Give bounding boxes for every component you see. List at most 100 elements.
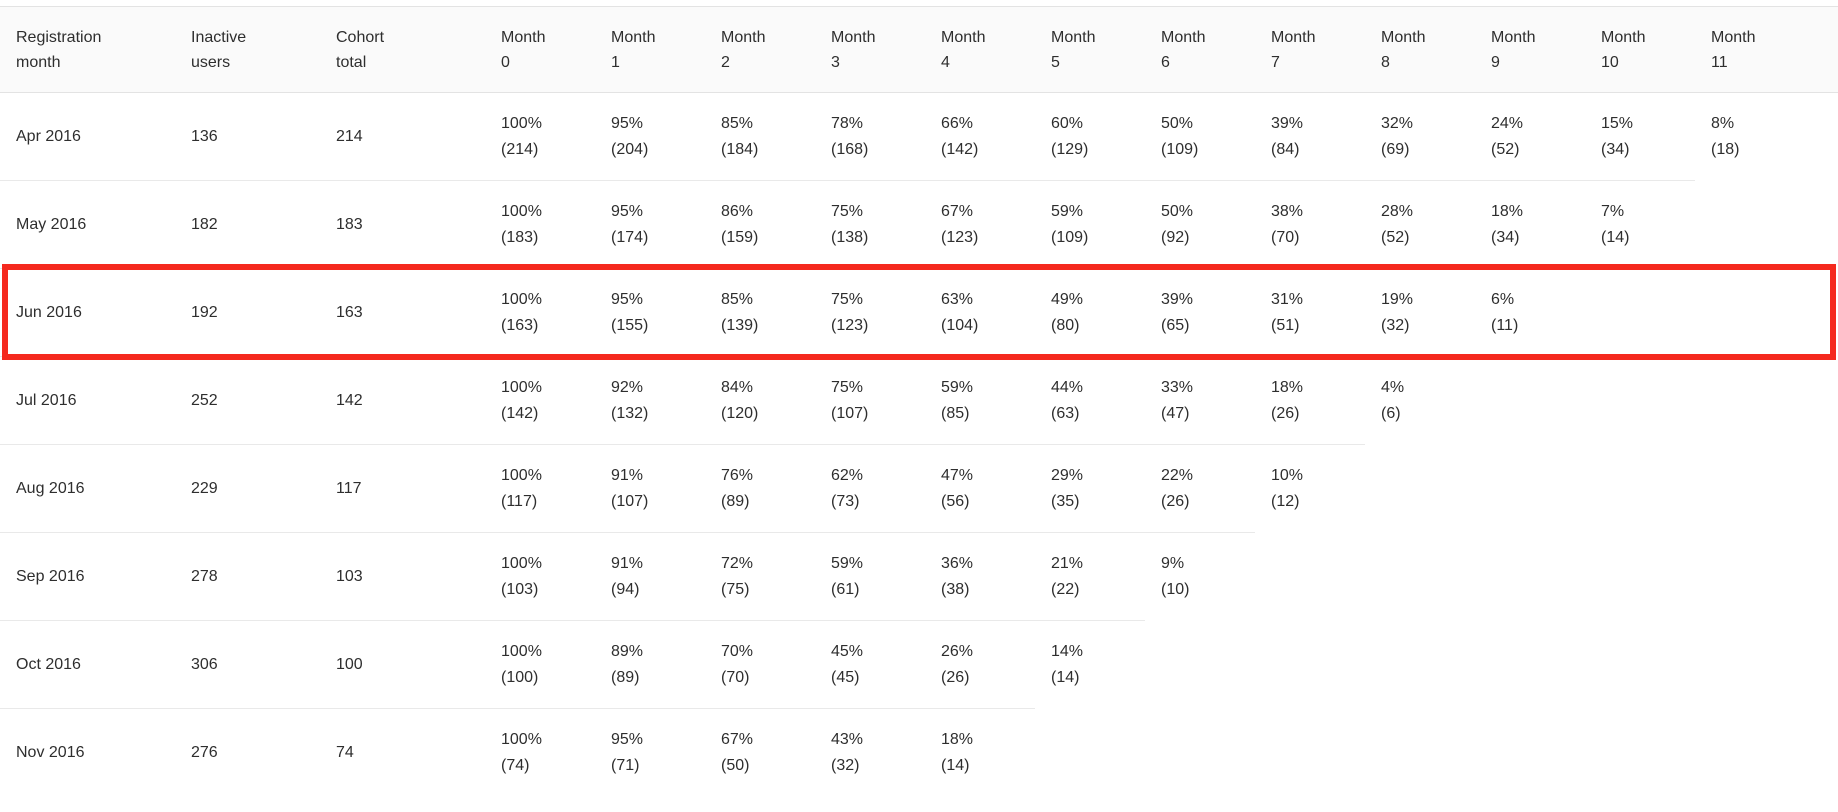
column-header-month-1: Month 1 — [595, 6, 705, 93]
retention-percent: 100% — [501, 290, 542, 308]
cell-month-4: 18% (14) — [925, 708, 1035, 797]
retention-percent: 100% — [501, 642, 542, 660]
column-header-label: Month 0 — [501, 28, 546, 71]
retention-count: (47) — [1161, 404, 1190, 422]
cell-month-2: 76% (89) — [705, 444, 815, 533]
retention-count: (159) — [721, 228, 759, 246]
cell-month-6: 22% (26) — [1145, 444, 1255, 533]
cell-registration-month: May 2016 — [0, 180, 175, 269]
cell-cohort-total: 142 — [320, 356, 485, 445]
cell-cohort-total: 163 — [320, 268, 485, 357]
retention-percent: 14% — [1051, 642, 1084, 660]
column-header-month-10: Month 10 — [1585, 6, 1695, 93]
retention-count: (22) — [1051, 580, 1080, 598]
retention-percent: 7% — [1601, 202, 1625, 220]
cell-month-4: 67% (123) — [925, 180, 1035, 269]
retention-percent: 28% — [1381, 202, 1414, 220]
cell-cohort-total: 100 — [320, 620, 485, 709]
retention-percent: 45% — [831, 642, 864, 660]
retention-percent: 22% — [1161, 466, 1194, 484]
column-header-inactive-users: Inactive users — [175, 6, 320, 93]
column-header-month-7: Month 7 — [1255, 6, 1365, 93]
retention-count: (139) — [721, 316, 759, 334]
cell-month-3: 43% (32) — [815, 708, 925, 797]
retention-count: (184) — [721, 140, 759, 158]
retention-count: (94) — [611, 580, 640, 598]
cell-month-5: 44% (63) — [1035, 356, 1145, 445]
retention-percent: 43% — [831, 730, 864, 748]
retention-count: (123) — [941, 228, 979, 246]
retention-count: (132) — [611, 404, 649, 422]
cell-month-3: 45% (45) — [815, 620, 925, 709]
retention-count: (129) — [1051, 140, 1089, 158]
retention-percent: 15% — [1601, 114, 1634, 132]
cell-month-4: 47% (56) — [925, 444, 1035, 533]
retention-percent: 67% — [941, 202, 974, 220]
column-header-month-3: Month 3 — [815, 6, 925, 93]
cell-inactive-users: 192 — [175, 268, 320, 357]
cell-registration-month: Jul 2016 — [0, 356, 175, 445]
cell-registration-month: Aug 2016 — [0, 444, 175, 533]
retention-percent: 39% — [1271, 114, 1304, 132]
retention-count: (123) — [831, 316, 869, 334]
retention-percent: 78% — [831, 114, 864, 132]
cell-registration-month: Sep 2016 — [0, 532, 175, 621]
retention-percent: 18% — [941, 730, 974, 748]
retention-percent: 60% — [1051, 114, 1084, 132]
column-header-month-6: Month 6 — [1145, 6, 1255, 93]
table-row: Aug 2016 229 117 100% (117) 91% (107) 76% (89) 62… — [0, 444, 1838, 533]
retention-count: (52) — [1491, 140, 1520, 158]
retention-count: (6) — [1381, 404, 1401, 422]
cell-month-0: 100% (183) — [485, 180, 595, 269]
retention-count: (73) — [831, 492, 860, 510]
cell-month-3: 75% (138) — [815, 180, 925, 269]
retention-percent: 100% — [501, 378, 542, 396]
retention-count: (65) — [1161, 316, 1190, 334]
table-row: Nov 2016 276 74 100% (74) 95% (71) 67% (50) 43% (3… — [0, 708, 1838, 797]
cell-month-1: 95% (71) — [595, 708, 705, 797]
retention-percent: 29% — [1051, 466, 1084, 484]
retention-percent: 100% — [501, 202, 542, 220]
retention-count: (10) — [1161, 580, 1190, 598]
cell-cohort-total: 117 — [320, 444, 485, 533]
retention-count: (138) — [831, 228, 869, 246]
retention-count: (142) — [501, 404, 539, 422]
cell-month-0: 100% (117) — [485, 444, 595, 533]
column-header-label: Cohort total — [336, 28, 385, 71]
retention-percent: 76% — [721, 466, 754, 484]
cell-month-5: 14% (14) — [1035, 620, 1145, 709]
retention-count: (35) — [1051, 492, 1080, 510]
retention-percent: 39% — [1161, 290, 1194, 308]
cohort-retention-table: Registration month Inactive users Cohort… — [0, 6, 1838, 797]
column-header-label: Month 8 — [1381, 28, 1426, 71]
cell-month-3: 78% (168) — [815, 92, 925, 181]
retention-percent: 59% — [831, 554, 864, 572]
retention-count: (155) — [611, 316, 649, 334]
retention-percent: 21% — [1051, 554, 1084, 572]
retention-count: (117) — [501, 492, 538, 510]
cell-month-9: 24% (52) — [1475, 92, 1585, 181]
cell-month-2: 85% (139) — [705, 268, 815, 357]
retention-percent: 100% — [501, 114, 542, 132]
cell-month-1: 92% (132) — [595, 356, 705, 445]
cell-cohort-total: 183 — [320, 180, 485, 269]
cell-month-1: 95% (174) — [595, 180, 705, 269]
retention-count: (183) — [501, 228, 539, 246]
retention-percent: 67% — [721, 730, 754, 748]
retention-percent: 95% — [611, 114, 644, 132]
column-header-cohort-total: Cohort total — [320, 6, 485, 93]
column-header-month-2: Month 2 — [705, 6, 815, 93]
cell-month-7: 10% (12) — [1255, 444, 1365, 533]
retention-percent: 4% — [1381, 378, 1405, 396]
cell-month-4: 26% (26) — [925, 620, 1035, 709]
retention-percent: 75% — [831, 202, 864, 220]
cell-inactive-users: 306 — [175, 620, 320, 709]
retention-count: (63) — [1051, 404, 1080, 422]
retention-count: (163) — [501, 316, 539, 334]
retention-count: (12) — [1271, 492, 1300, 510]
retention-count: (74) — [501, 756, 530, 774]
retention-percent: 85% — [721, 290, 754, 308]
cell-month-8: 19% (32) — [1365, 268, 1475, 357]
retention-count: (18) — [1711, 140, 1740, 158]
cohort-table-body: Apr 2016 136 214 100% (214) 95% (204) 85% (184) 7… — [0, 92, 1838, 797]
